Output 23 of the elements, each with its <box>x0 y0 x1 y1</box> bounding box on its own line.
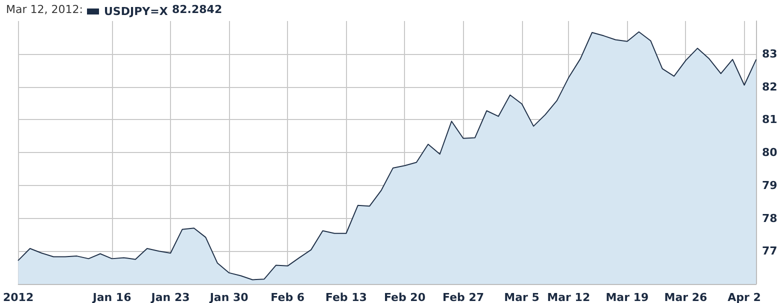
y-tick-label: 77 <box>762 244 778 258</box>
x-tick-label: Feb 13 <box>325 291 367 303</box>
text: 82.2842 <box>172 3 222 16</box>
x-tick-label: Jan 16 <box>92 291 132 303</box>
x-tick-label: Jan 30 <box>208 291 249 303</box>
x-tick-label: Apr 2 <box>728 291 761 303</box>
x-tick-label: Jan 23 <box>150 291 190 303</box>
y-tick-label: 83 <box>762 47 778 60</box>
y-tick-label: 82 <box>762 80 778 94</box>
x-tick-label: Feb 27 <box>442 291 484 303</box>
x-tick-label: Feb 6 <box>270 291 305 303</box>
x-tick-label: Mar 19 <box>606 291 649 303</box>
y-tick-label: 79 <box>762 178 778 192</box>
y-tick-label: 78 <box>762 212 778 225</box>
x-tick-label: Mar 26 <box>664 291 708 303</box>
y-tick-label: 81 <box>762 113 778 126</box>
y-tick-label: 80 <box>762 146 778 159</box>
x-tick-label: 2012 <box>2 291 34 303</box>
x-tick-label: Mar 12 <box>547 291 590 303</box>
x-tick-label: Feb 20 <box>384 291 426 303</box>
x-tick-label: Mar 5 <box>504 291 540 303</box>
text: Mar 12, 2012: <box>6 3 83 16</box>
legend-label: USDJPY=X <box>104 5 168 18</box>
